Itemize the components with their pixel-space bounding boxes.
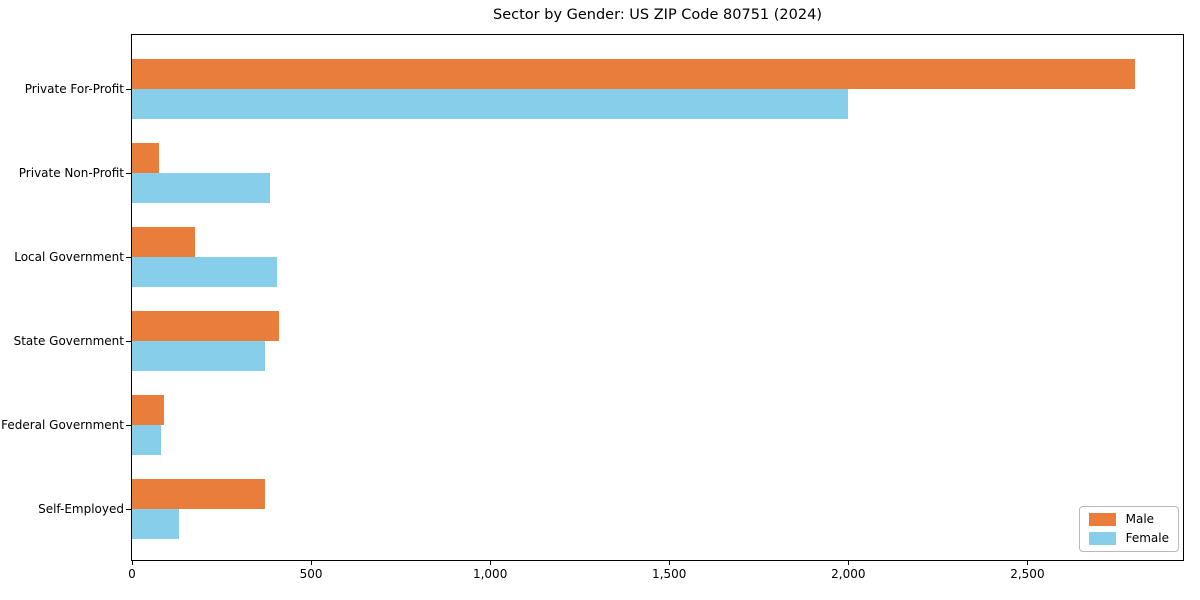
legend-item-male: Male <box>1088 512 1169 526</box>
y-tick <box>126 508 132 510</box>
x-tick <box>1026 560 1028 565</box>
bar-male-federal-government <box>132 395 165 425</box>
y-tick <box>126 256 132 258</box>
legend-label-female: Female <box>1125 531 1169 545</box>
plot-area: Male Female Private For-Profit Private No… <box>1 34 1184 581</box>
y-tick-label-self-employed: Self-Employed <box>38 502 124 516</box>
bar-male-self-employed <box>132 479 265 509</box>
bar-female-self-employed <box>132 509 179 539</box>
y-tick-label-state-government: State Government <box>13 334 124 348</box>
legend-swatch-male <box>1088 513 1116 526</box>
chart-title: Sector by Gender: US ZIP Code 80751 (202… <box>493 7 822 23</box>
x-tick-label: 1,500 <box>652 567 687 581</box>
bar-female-federal-government <box>132 425 161 455</box>
legend-swatch-female <box>1088 532 1116 545</box>
y-tick-label-private-non-profit: Private Non-Profit <box>18 166 124 180</box>
x-tick <box>131 560 133 565</box>
y-tick <box>126 340 132 342</box>
bar-male-private-non-profit <box>132 143 159 173</box>
x-tick-label: 2,500 <box>1010 567 1045 581</box>
bar-female-state-government <box>132 341 265 371</box>
y-tick <box>126 88 132 90</box>
bar-female-private-non-profit <box>132 173 270 203</box>
x-tick-label: 500 <box>299 567 323 581</box>
y-tick <box>126 172 132 174</box>
x-tick <box>847 560 849 565</box>
y-tick-label-private-for-profit: Private For-Profit <box>24 82 124 96</box>
bar-male-private-for-profit <box>132 59 1135 89</box>
x-tick <box>310 560 312 565</box>
legend-label-male: Male <box>1125 512 1155 526</box>
x-tick-label: 1,000 <box>472 567 508 581</box>
bar-male-local-government <box>132 227 195 257</box>
legend-item-female: Female <box>1088 531 1169 545</box>
x-tick <box>489 560 491 565</box>
bar-female-private-for-profit <box>132 89 849 119</box>
y-tick-label-local-government: Local Government <box>14 250 124 264</box>
x-tick-label: 0 <box>128 567 136 581</box>
y-tick-label-federal-government: Federal Government <box>1 418 124 432</box>
y-tick <box>126 424 132 426</box>
x-tick <box>668 560 670 565</box>
x-tick-label: 2,000 <box>831 567 866 581</box>
bar-female-local-government <box>132 257 278 287</box>
legend: Male Female <box>1078 506 1179 552</box>
bar-male-state-government <box>132 311 279 341</box>
